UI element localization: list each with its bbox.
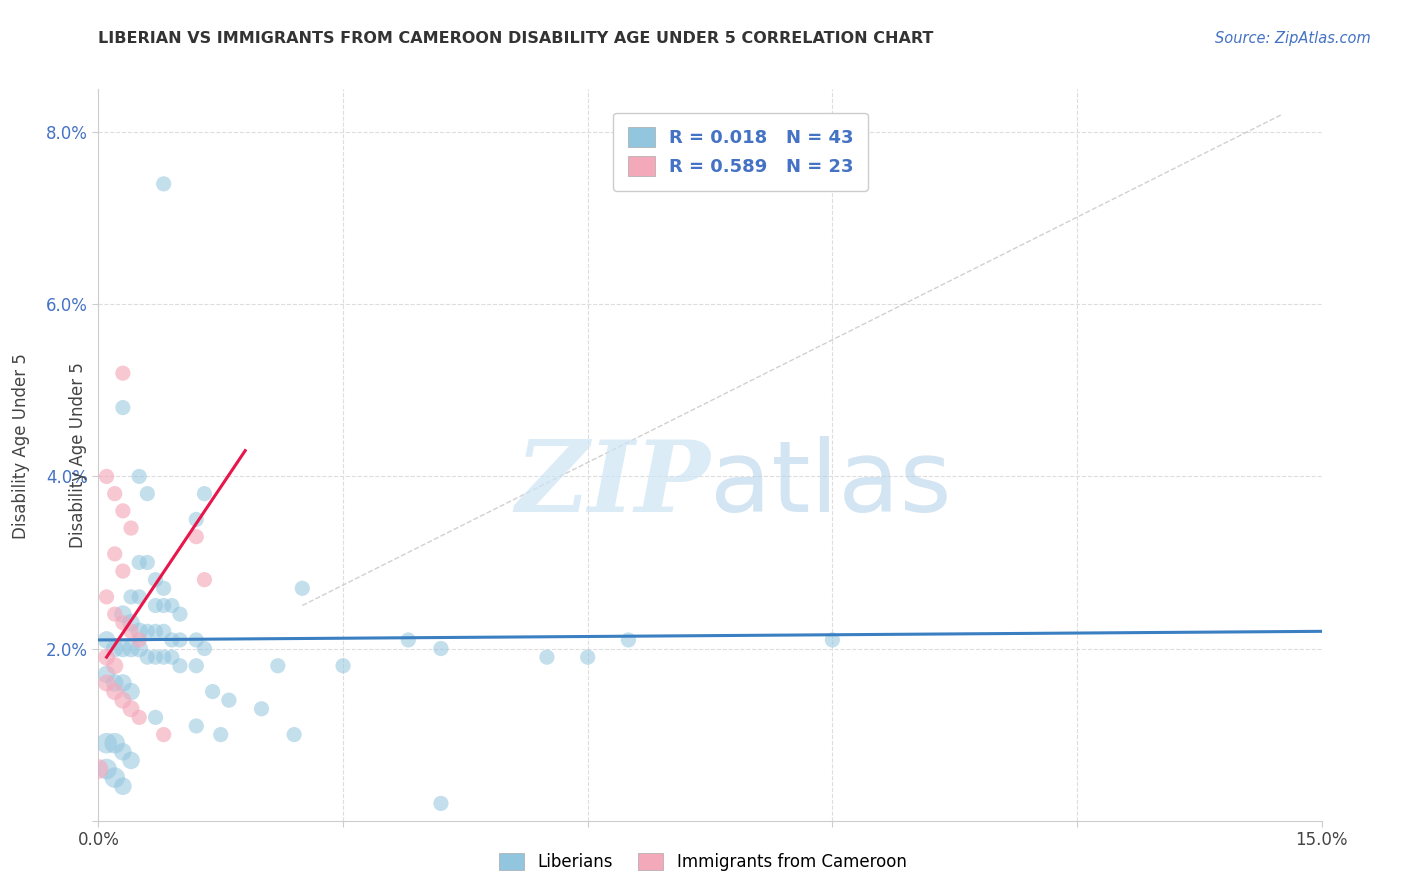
Point — [111, 615, 134, 630]
Point — [169, 607, 191, 621]
Point — [193, 641, 215, 656]
Point — [96, 469, 118, 483]
Point — [96, 632, 118, 647]
Point — [430, 797, 453, 811]
Point — [152, 650, 174, 665]
Point — [104, 736, 127, 750]
Point — [104, 641, 127, 656]
Point — [104, 486, 127, 500]
Legend: R = 0.018   N = 43, R = 0.589   N = 23: R = 0.018 N = 43, R = 0.589 N = 23 — [613, 113, 868, 191]
Point — [120, 684, 142, 698]
Point — [120, 521, 142, 535]
Point — [96, 676, 118, 690]
Point — [250, 702, 273, 716]
Point — [96, 590, 118, 604]
Point — [152, 599, 174, 613]
Text: LIBERIAN VS IMMIGRANTS FROM CAMEROON DISABILITY AGE UNDER 5 CORRELATION CHART: LIBERIAN VS IMMIGRANTS FROM CAMEROON DIS… — [98, 31, 934, 46]
Point — [111, 504, 134, 518]
Point — [186, 658, 208, 673]
Point — [111, 676, 134, 690]
Point — [152, 624, 174, 639]
Point — [193, 486, 215, 500]
Text: Source: ZipAtlas.com: Source: ZipAtlas.com — [1215, 31, 1371, 46]
Point — [111, 401, 134, 415]
Point — [128, 624, 150, 639]
Point — [136, 486, 159, 500]
Point — [104, 684, 127, 698]
Point — [136, 650, 159, 665]
Point — [152, 728, 174, 742]
Point — [186, 530, 208, 544]
Point — [120, 590, 142, 604]
Point — [111, 641, 134, 656]
Point — [104, 607, 127, 621]
Point — [160, 632, 183, 647]
Point — [201, 684, 224, 698]
Point — [128, 590, 150, 604]
Text: Disability Age Under 5: Disability Age Under 5 — [13, 353, 30, 539]
Point — [152, 177, 174, 191]
Point — [186, 512, 208, 526]
Point — [145, 573, 167, 587]
Point — [104, 771, 127, 785]
Point — [111, 693, 134, 707]
Point — [218, 693, 240, 707]
Point — [283, 728, 305, 742]
Point — [128, 469, 150, 483]
Point — [128, 556, 150, 570]
Point — [120, 753, 142, 767]
Point — [169, 658, 191, 673]
Point — [332, 658, 354, 673]
Point — [111, 745, 134, 759]
Text: ZIP: ZIP — [515, 436, 710, 533]
Point — [267, 658, 290, 673]
Point — [111, 779, 134, 793]
Point — [96, 762, 118, 776]
Point — [145, 624, 167, 639]
Point — [160, 650, 183, 665]
Point — [576, 650, 599, 665]
Point — [169, 632, 191, 647]
Point — [617, 632, 640, 647]
Point — [430, 641, 453, 656]
Point — [160, 599, 183, 613]
Point — [128, 632, 150, 647]
Point — [96, 650, 118, 665]
Point — [396, 632, 419, 647]
Point — [120, 615, 142, 630]
Point — [145, 710, 167, 724]
Point — [136, 624, 159, 639]
Point — [152, 582, 174, 596]
Point — [120, 641, 142, 656]
Point — [87, 762, 110, 776]
Point — [120, 702, 142, 716]
Text: atlas: atlas — [710, 435, 952, 533]
Point — [536, 650, 558, 665]
Point — [145, 599, 167, 613]
Point — [209, 728, 232, 742]
Point — [128, 710, 150, 724]
Point — [186, 632, 208, 647]
Point — [104, 547, 127, 561]
Legend: Liberians, Immigrants from Cameroon: Liberians, Immigrants from Cameroon — [491, 845, 915, 880]
Point — [96, 667, 118, 681]
Point — [193, 573, 215, 587]
Point — [821, 632, 844, 647]
Point — [120, 624, 142, 639]
Point — [104, 658, 127, 673]
Point — [96, 736, 118, 750]
Point — [145, 650, 167, 665]
Point — [111, 564, 134, 578]
Point — [111, 366, 134, 380]
Point — [104, 676, 127, 690]
Point — [111, 607, 134, 621]
Point — [291, 582, 314, 596]
Point — [128, 641, 150, 656]
Y-axis label: Disability Age Under 5: Disability Age Under 5 — [69, 362, 87, 548]
Point — [136, 556, 159, 570]
Point — [186, 719, 208, 733]
